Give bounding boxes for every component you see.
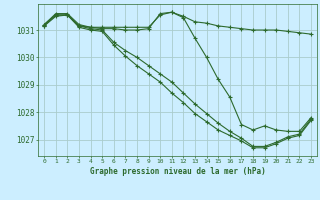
- X-axis label: Graphe pression niveau de la mer (hPa): Graphe pression niveau de la mer (hPa): [90, 167, 266, 176]
